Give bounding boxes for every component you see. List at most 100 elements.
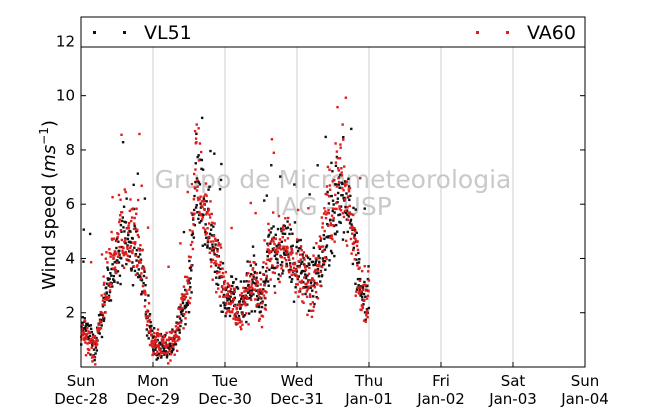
data-point-va60	[159, 348, 162, 352]
data-point-vl51	[225, 296, 229, 300]
data-point-va60	[300, 281, 303, 284]
data-point-va60	[283, 257, 286, 260]
data-point-vl51	[108, 277, 111, 281]
data-point-va60	[83, 319, 87, 323]
data-point-va60	[304, 266, 307, 269]
data-point-vl51	[349, 219, 352, 223]
data-point-va60	[315, 264, 319, 267]
data-point-va60	[268, 259, 272, 263]
data-point-vl51	[200, 158, 204, 162]
data-point-vl51	[348, 198, 351, 202]
data-point-va60	[237, 318, 240, 321]
data-point-va60	[116, 255, 120, 258]
data-point-vl51	[235, 285, 239, 289]
data-point-vl51	[354, 208, 357, 211]
data-point-vl51	[290, 280, 293, 283]
data-point-vl51	[164, 333, 167, 337]
data-point-va60	[249, 201, 252, 205]
data-point-vl51	[211, 243, 214, 246]
data-point-vl51	[94, 346, 98, 349]
data-point-va60	[250, 291, 254, 295]
data-point-vl51	[274, 233, 277, 237]
data-point-va60	[193, 130, 197, 133]
data-point-va60	[89, 341, 92, 344]
data-point-vl51	[270, 164, 273, 167]
data-point-va60	[131, 249, 134, 252]
data-point-vl51	[136, 172, 140, 175]
data-point-vl51	[140, 293, 143, 296]
x-tick-weekday: Tue	[211, 372, 238, 390]
data-point-vl51	[231, 284, 234, 288]
data-point-vl51	[311, 260, 315, 263]
data-point-vl51	[275, 244, 278, 248]
data-point-vl51	[158, 343, 162, 346]
data-point-vl51	[339, 221, 342, 225]
data-point-va60	[306, 287, 310, 291]
data-point-vl51	[212, 248, 215, 252]
data-point-va60	[276, 250, 280, 253]
data-point-va60	[129, 198, 132, 201]
data-point-vl51	[239, 280, 243, 283]
data-point-va60	[273, 271, 276, 275]
data-point-va60	[158, 333, 161, 336]
data-point-va60	[138, 132, 141, 136]
data-point-vl51	[138, 253, 142, 256]
data-point-vl51	[192, 236, 196, 239]
data-point-vl51	[242, 280, 246, 283]
data-point-va60	[280, 264, 284, 267]
data-point-va60	[141, 284, 145, 288]
data-point-va60	[237, 304, 241, 307]
data-point-va60	[242, 298, 246, 301]
data-point-va60	[190, 182, 194, 186]
data-point-va60	[270, 257, 273, 260]
data-point-va60	[301, 255, 305, 258]
data-point-vl51	[318, 256, 321, 260]
data-point-vl51	[312, 284, 316, 287]
data-point-vl51	[273, 254, 276, 258]
data-point-vl51	[309, 281, 313, 285]
data-point-va60	[361, 306, 364, 310]
data-point-va60	[321, 226, 324, 229]
data-point-va60	[91, 354, 95, 358]
data-point-vl51	[312, 263, 315, 267]
data-point-va60	[124, 250, 128, 254]
data-point-va60	[140, 267, 144, 270]
data-point-va60	[222, 275, 225, 278]
data-point-va60	[185, 275, 189, 279]
data-point-vl51	[277, 277, 280, 281]
data-point-vl51	[269, 242, 272, 245]
y-tick-label: 2	[65, 304, 75, 322]
data-point-vl51	[260, 292, 263, 295]
data-point-vl51	[218, 187, 222, 191]
data-point-va60	[131, 207, 135, 210]
data-point-va60	[155, 334, 159, 337]
data-point-vl51	[344, 211, 348, 215]
data-point-va60	[162, 338, 165, 342]
data-point-va60	[135, 265, 139, 268]
data-point-va60	[327, 224, 330, 227]
data-point-vl51	[281, 269, 285, 272]
data-point-vl51	[221, 310, 224, 314]
data-point-va60	[140, 272, 143, 275]
data-point-vl51	[342, 231, 346, 234]
data-point-vl51	[160, 356, 163, 359]
data-point-vl51	[249, 273, 253, 276]
data-point-vl51	[162, 349, 165, 353]
data-point-va60	[103, 293, 107, 296]
data-point-vl51	[219, 304, 222, 307]
data-point-va60	[154, 344, 157, 348]
data-point-vl51	[216, 248, 219, 251]
data-point-va60	[203, 228, 207, 231]
data-point-va60	[196, 178, 199, 182]
data-point-va60	[308, 266, 311, 270]
data-point-vl51	[301, 260, 304, 263]
data-point-va60	[111, 254, 115, 257]
data-point-va60	[159, 334, 163, 337]
data-point-vl51	[129, 230, 132, 233]
data-point-va60	[143, 268, 146, 271]
data-point-va60	[259, 288, 262, 291]
data-point-va60	[352, 242, 356, 245]
data-point-vl51	[159, 347, 162, 350]
data-point-vl51	[219, 178, 223, 182]
data-point-va60	[99, 326, 103, 330]
